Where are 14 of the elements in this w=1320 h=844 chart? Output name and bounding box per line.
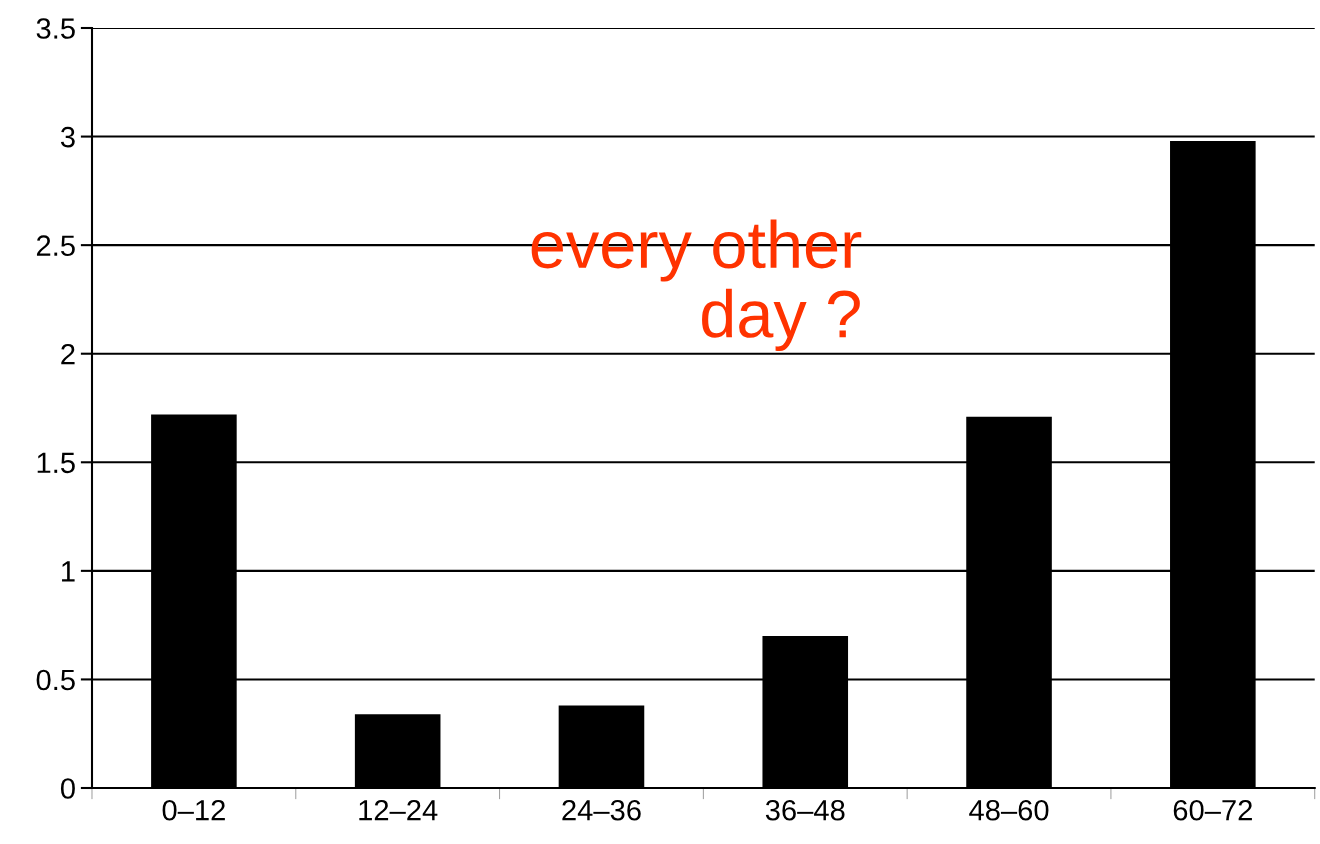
- x-tick-label: 36–48: [765, 799, 845, 821]
- x-tick-label: 12–24: [359, 799, 438, 821]
- y-tick-label: 0.5: [36, 669, 75, 691]
- x-tick-label: 24–36: [562, 799, 641, 821]
- x-tick-label: 0–12: [162, 799, 225, 821]
- y-tick-label: 1: [62, 561, 75, 582]
- x-tick-label: 60–72: [1173, 799, 1252, 821]
- y-tick-label: 2: [61, 343, 75, 365]
- y-tick-label: 0: [60, 778, 75, 799]
- y-tick-label: 2.5: [36, 235, 75, 256]
- y-tick-label: 3.5: [36, 18, 75, 39]
- y-tick-label: 3: [60, 126, 75, 148]
- y-tick-label: 1.5: [37, 452, 75, 474]
- x-tick-label: 48–60: [969, 799, 1049, 821]
